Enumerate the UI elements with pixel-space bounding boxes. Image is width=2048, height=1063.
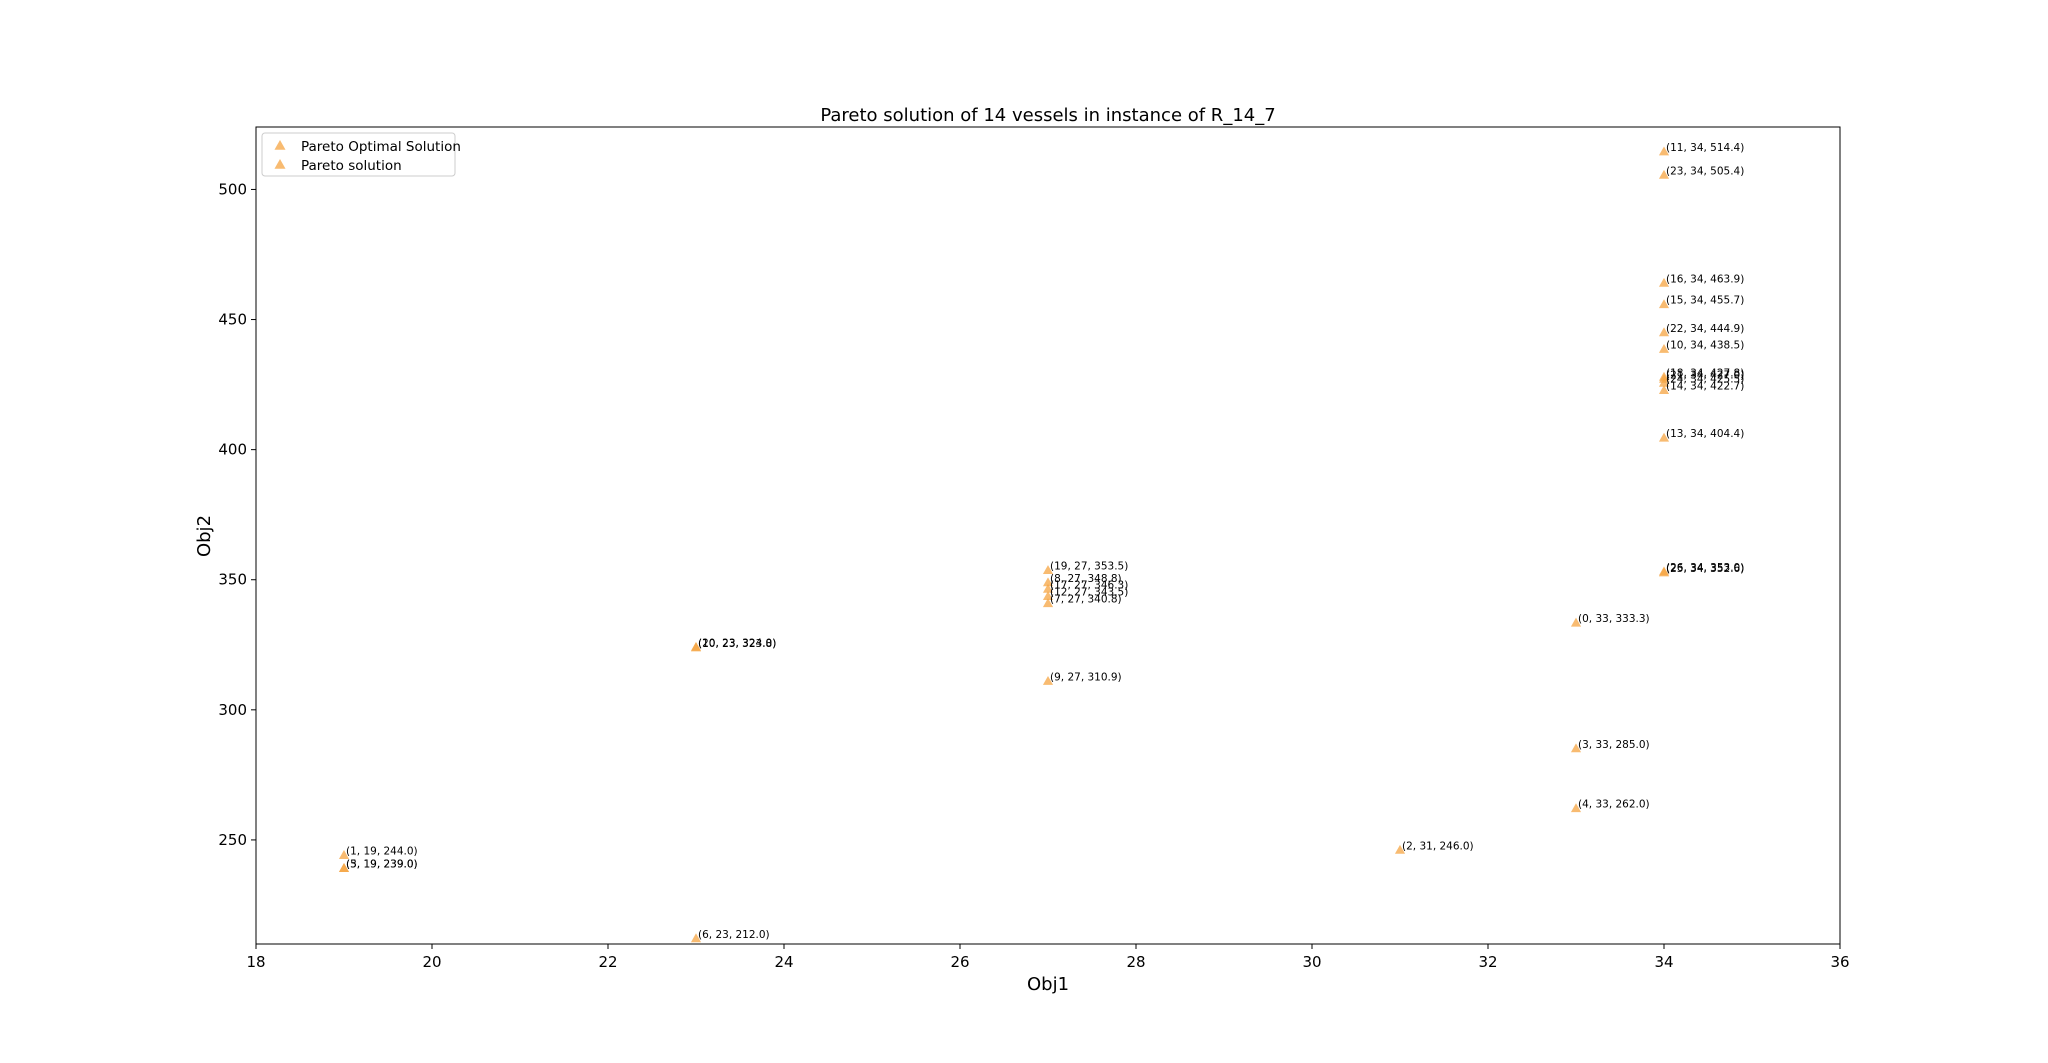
data-point-marker xyxy=(1394,844,1406,854)
data-point-label: (15, 34, 455.7) xyxy=(1666,295,1744,307)
legend-box xyxy=(261,132,456,177)
data-point-marker xyxy=(1658,432,1670,442)
data-point-marker xyxy=(1658,169,1670,179)
data-point-label: (1, 19, 244.0) xyxy=(346,846,418,858)
data-point-marker xyxy=(690,933,702,943)
data-point-marker xyxy=(338,850,350,859)
y-tick-label: 300 xyxy=(218,701,247,719)
x-axis-label: Obj1 xyxy=(1027,974,1069,995)
x-tick-label: 22 xyxy=(598,953,617,971)
y-tick-label: 400 xyxy=(218,441,247,459)
data-point-marker xyxy=(1658,385,1670,394)
data-point-label: (9, 27, 310.9) xyxy=(1050,671,1122,683)
y-tick-label: 450 xyxy=(218,311,247,329)
data-point-marker xyxy=(1658,377,1670,387)
legend-marker xyxy=(274,140,286,150)
data-point-marker xyxy=(1658,277,1670,287)
data-point-marker xyxy=(1042,591,1054,601)
data-point-label: (6, 23, 212.0) xyxy=(698,929,770,941)
y-tick-label: 250 xyxy=(218,831,247,849)
data-point-label: (12, 27, 343.5) xyxy=(1050,587,1128,599)
y-tick-label: 350 xyxy=(218,571,247,589)
x-tick-label: 30 xyxy=(1302,953,1321,971)
data-point-label: (26, 34, 353.0) xyxy=(1666,562,1744,574)
data-point-label: (2, 31, 246.0) xyxy=(1402,840,1474,852)
data-points: (11, 34, 514.4) (23, 34, 505.4) (16, 34, 4… xyxy=(338,142,1744,943)
data-point-marker xyxy=(1658,567,1670,577)
data-point-label: (22, 34, 444.9) xyxy=(1666,323,1744,335)
data-point-marker xyxy=(690,642,702,652)
x-tick-label: 20 xyxy=(422,953,441,971)
data-point-label: (18, 34, 427.8) xyxy=(1666,367,1744,379)
x-tick-label: 26 xyxy=(950,953,969,971)
x-tick-label: 32 xyxy=(1478,953,1497,971)
chart-title: Pareto solution of 14 vessels in instanc… xyxy=(820,105,1275,126)
x-tick-label: 36 xyxy=(1830,953,1849,971)
data-point-label: (23, 34, 505.4) xyxy=(1666,165,1744,177)
legend-entry: Pareto Optimal Solution xyxy=(301,139,461,155)
data-point-label: (13, 34, 404.4) xyxy=(1666,428,1744,440)
legend-entry: Pareto solution xyxy=(301,158,402,174)
data-point-label: (14, 34, 422.7) xyxy=(1666,381,1744,393)
data-point-marker xyxy=(1042,583,1054,593)
x-tick-label: 24 xyxy=(774,953,793,971)
data-point-label: (11, 34, 514.4) xyxy=(1666,142,1744,154)
data-point-label: (17, 27, 346.3) xyxy=(1050,579,1128,591)
data-point-marker xyxy=(1042,565,1054,575)
data-point-label: (3, 19, 239.0) xyxy=(346,859,418,871)
data-point-label: (8, 27, 348.8) xyxy=(1050,573,1122,585)
data-point-label: (3, 33, 285.0) xyxy=(1578,739,1650,751)
data-point-marker xyxy=(1570,743,1582,753)
axis-ticks: 18 20 22 24 26 28 30 32 34 36 250 300 350 400 450 500 xyxy=(218,180,1849,971)
legend-marker xyxy=(274,159,286,169)
data-point-label: (19, 27, 353.5) xyxy=(1050,561,1128,573)
data-point-label: (5, 19, 239.0) xyxy=(346,859,418,871)
data-point-marker xyxy=(1658,299,1670,309)
data-point-label: (21, 34, 427.0) xyxy=(1666,369,1744,381)
plot-area-frame xyxy=(255,126,1841,945)
data-point-marker xyxy=(1042,675,1054,685)
data-point-marker xyxy=(1570,617,1582,627)
x-tick-label: 28 xyxy=(1126,953,1145,971)
data-point-label: (16, 34, 463.9) xyxy=(1666,273,1744,285)
data-point-label: (24, 34, 425.5) xyxy=(1666,373,1744,385)
x-tick-label: 18 xyxy=(246,953,265,971)
data-point-label: (10, 23, 323.8) xyxy=(698,638,776,650)
legend: Pareto Optimal Solution Pareto solution xyxy=(261,132,461,177)
data-point-marker xyxy=(338,863,350,872)
data-point-marker xyxy=(1658,327,1670,337)
data-point-label: (7, 27, 340.8) xyxy=(1050,594,1122,606)
data-point-label: (4, 33, 262.0) xyxy=(1578,799,1650,811)
y-tick-label: 500 xyxy=(218,180,247,198)
data-point-marker xyxy=(1658,146,1670,156)
data-point-label: (10, 34, 438.5) xyxy=(1666,339,1744,351)
data-point-marker xyxy=(1042,577,1054,587)
data-point-marker xyxy=(1658,343,1670,353)
data-point-marker xyxy=(1570,803,1582,813)
data-point-marker xyxy=(1042,598,1054,608)
data-point-label: (0, 33, 333.3) xyxy=(1578,613,1650,625)
data-point-label: (20, 23, 324.0) xyxy=(698,637,776,649)
data-point-label: (25, 34, 352.6) xyxy=(1666,563,1744,575)
x-tick-label: 34 xyxy=(1654,953,1673,971)
y-axis-label: Obj2 xyxy=(194,515,215,557)
